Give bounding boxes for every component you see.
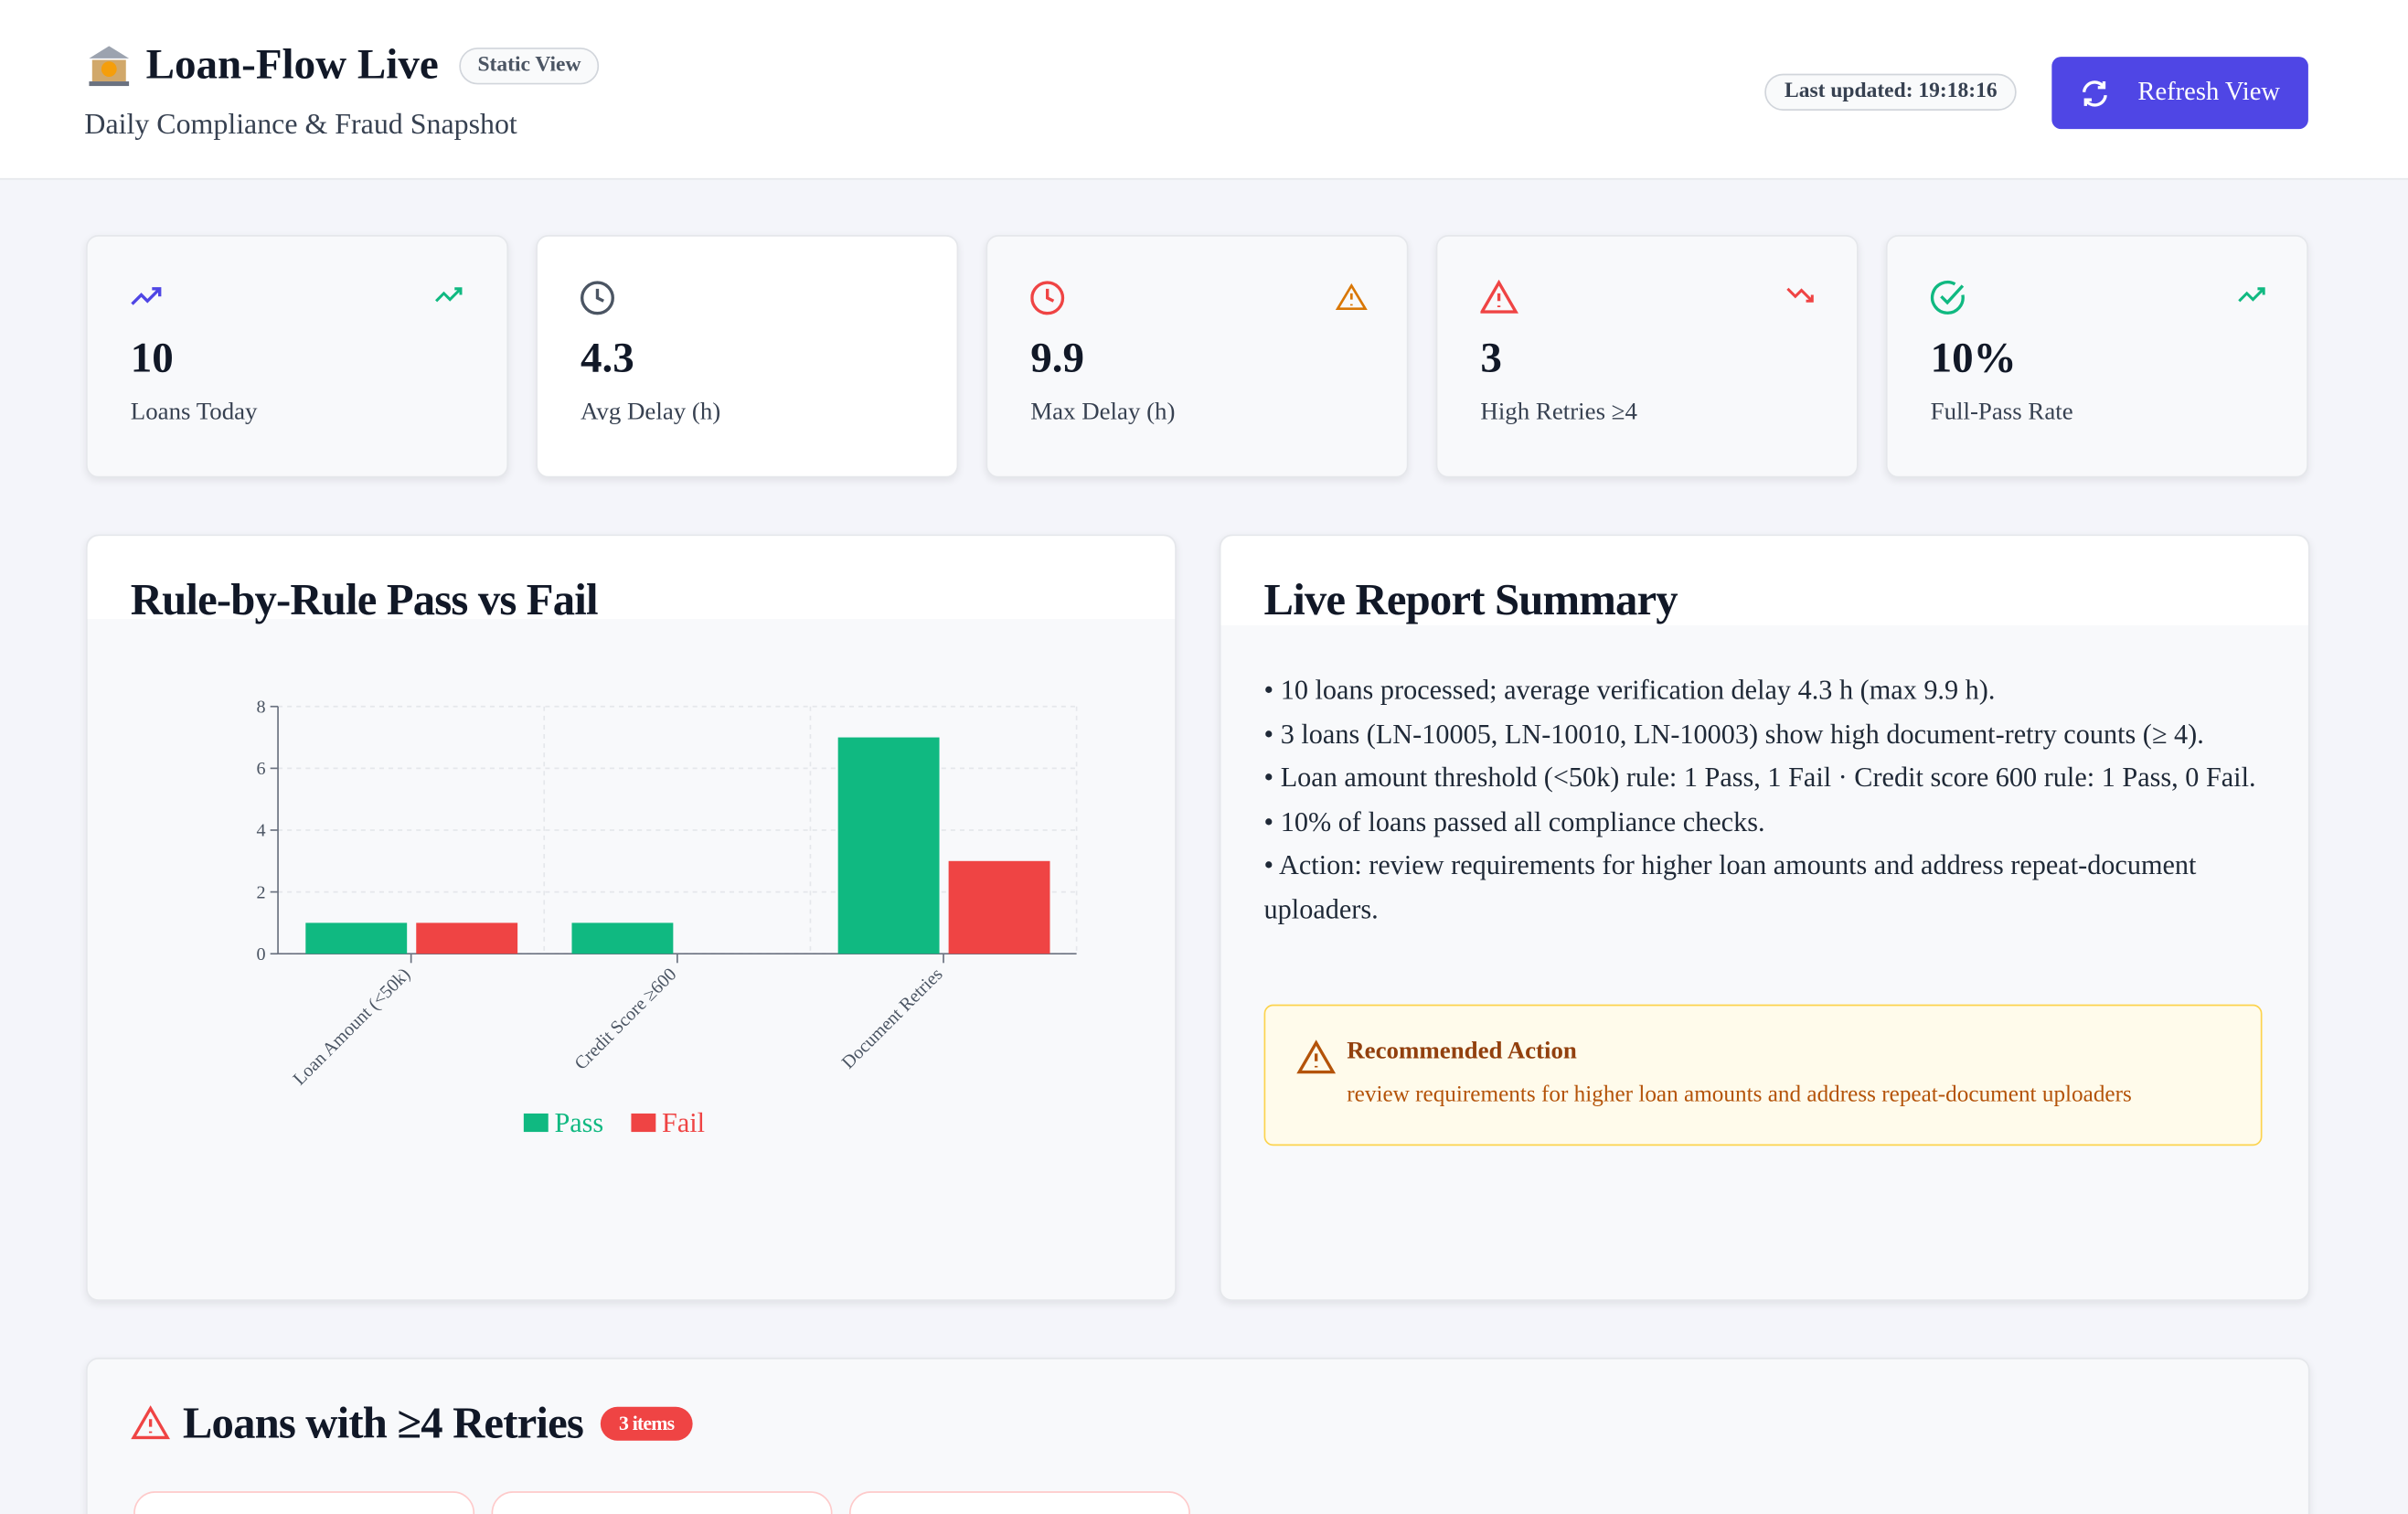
refresh-icon bbox=[2082, 80, 2107, 107]
bar bbox=[571, 922, 674, 954]
y-tick-label: 8 bbox=[257, 697, 266, 717]
chart: 0 2 4 6 8 Loan Amount (<50k) Credit Score ≥600… bbox=[257, 697, 1078, 1138]
bar bbox=[948, 860, 1050, 954]
view-badge: Static View bbox=[459, 48, 600, 85]
y-tick-label: 4 bbox=[257, 821, 266, 841]
summary-line: • 3 loans (LN-10005, LN-10010, LN-10003)… bbox=[1263, 718, 2204, 750]
loan-chip[interactable] bbox=[491, 1491, 833, 1514]
y-tick-label: 6 bbox=[257, 759, 266, 779]
kpi-label: Max Delay (h) bbox=[1030, 399, 1176, 426]
chart-title: Rule-by-Rule Pass vs Fail bbox=[130, 575, 599, 625]
kpi-value: 10 bbox=[130, 335, 174, 383]
kpi-card: 9.9 Max Delay (h) bbox=[986, 235, 1409, 478]
x-tick-label: Credit Score ≥600 bbox=[570, 965, 680, 1074]
warning-icon bbox=[1296, 1040, 1337, 1074]
kpi-card: 10 Loans Today bbox=[86, 235, 509, 478]
x-tick-label: Document Retries bbox=[838, 965, 947, 1073]
x-tick-label: Loan Amount (<50k) bbox=[289, 965, 414, 1090]
action-title: Recommended Action bbox=[1347, 1038, 1577, 1065]
loan-chip[interactable] bbox=[848, 1491, 1190, 1514]
retries-title: Loans with ≥4 Retries bbox=[182, 1399, 584, 1449]
kpi-value: 3 bbox=[1480, 335, 1502, 383]
bar bbox=[837, 737, 940, 954]
kpi-icons bbox=[1030, 281, 1368, 315]
app-title: Loan-Flow Live bbox=[145, 41, 439, 90]
legend-label: Fail bbox=[662, 1107, 705, 1138]
summary-line: • 10% of loans passed all compliance che… bbox=[1263, 805, 1765, 837]
kpi-card: 10% Full-Pass Rate bbox=[1885, 235, 2308, 478]
kpi-icons bbox=[1480, 279, 1814, 314]
legend-swatch bbox=[523, 1113, 549, 1133]
refresh-label: Refresh View bbox=[2137, 76, 2281, 106]
summary-line: • 10 loans processed; average verificati… bbox=[1263, 674, 1996, 706]
warning-icon bbox=[131, 1405, 171, 1440]
retries-badge: 3 items bbox=[600, 1406, 693, 1441]
kpi-label: High Retries ≥4 bbox=[1480, 399, 1637, 426]
kpi-label: Full-Pass Rate bbox=[1930, 399, 2073, 426]
kpi-value: 4.3 bbox=[581, 335, 634, 383]
action-text: review requirements for higher loan amou… bbox=[1347, 1082, 2132, 1108]
refresh-button[interactable]: Refresh View bbox=[2051, 57, 2308, 130]
kpi-icon bbox=[581, 281, 614, 315]
summary-card: Live Report Summary • 10 loans processed… bbox=[1219, 534, 2310, 1301]
action-box: Recommended Action review requirements f… bbox=[1263, 1004, 2263, 1146]
bar bbox=[305, 922, 408, 954]
legend-swatch bbox=[631, 1113, 656, 1133]
bar bbox=[416, 922, 518, 954]
loan-chip[interactable] bbox=[133, 1491, 475, 1514]
kpi-label: Loans Today bbox=[130, 399, 258, 426]
summary-line: • Action: review requirements for higher… bbox=[1263, 849, 2197, 925]
last-updated: Last updated: 19:18:16 bbox=[1764, 73, 2018, 111]
legend-label: Pass bbox=[554, 1107, 603, 1138]
kpi-card: 4.3 Avg Delay (h) bbox=[536, 235, 959, 478]
summary-text: • 10 loans processed; average verificati… bbox=[1264, 668, 2278, 932]
summary-title: Live Report Summary bbox=[1263, 575, 1678, 625]
chart-card: Rule-by-Rule Pass vs Fail 0 2 4 6 8 Loan Amou… bbox=[86, 534, 1177, 1301]
kpi-value: 9.9 bbox=[1030, 335, 1085, 383]
kpi-card: 3 High Retries ≥4 bbox=[1435, 235, 1859, 478]
y-tick-label: 2 bbox=[257, 882, 266, 902]
subtitle: Daily Compliance & Fraud Snapshot bbox=[84, 109, 517, 142]
kpi-value: 10% bbox=[1930, 335, 2017, 383]
retries-card: Loans with ≥4 Retries 3 items bbox=[86, 1358, 2310, 1514]
card-head bbox=[87, 536, 1176, 619]
kpi-icons bbox=[1930, 281, 2265, 315]
kpi-label: Avg Delay (h) bbox=[581, 399, 721, 426]
card-head bbox=[1220, 536, 2308, 625]
y-tick-label: 0 bbox=[257, 944, 266, 965]
bank-icon bbox=[89, 46, 130, 87]
summary-line: • Loan amount threshold (<50k) rule: 1 P… bbox=[1263, 762, 2256, 794]
kpi-icons bbox=[131, 287, 463, 305]
